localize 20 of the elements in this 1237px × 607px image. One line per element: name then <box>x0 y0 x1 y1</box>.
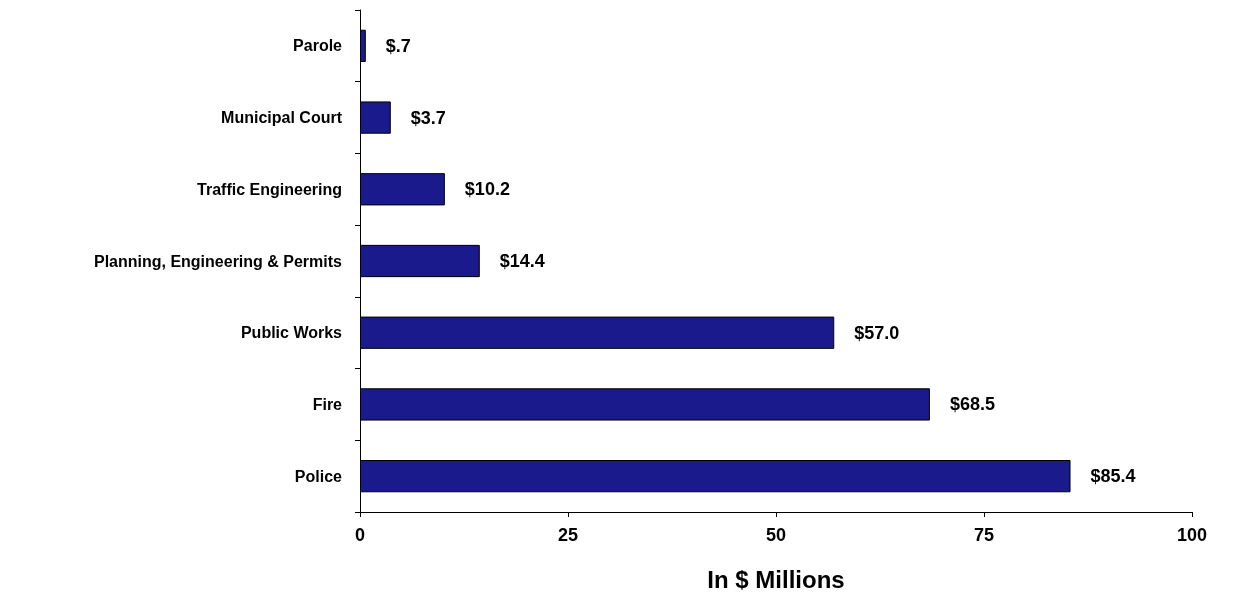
data-label: $10.2 <box>464 179 510 200</box>
y-tick-label: Police <box>294 467 343 485</box>
y-tick-label: Fire <box>312 395 343 413</box>
y-tick-label: Municipal Court <box>221 109 343 127</box>
x-axis-title: In $ Millions <box>707 565 845 593</box>
y-tick-label: Traffic Engineering <box>197 180 342 198</box>
data-label: $14.4 <box>499 251 545 271</box>
data-label: $3.7 <box>410 107 446 128</box>
x-tick-label: 100 <box>1176 525 1208 545</box>
x-tick-label: 75 <box>973 525 995 545</box>
x-tick-label: 0 <box>354 525 366 545</box>
x-tick-label: 25 <box>557 525 579 545</box>
data-label: $85.4 <box>1090 466 1136 487</box>
y-tick-label: Public Works <box>240 324 343 342</box>
data-label: $57.0 <box>854 322 900 343</box>
data-label: $.7 <box>385 35 411 56</box>
x-tick-label: 50 <box>765 525 787 545</box>
data-label: $68.5 <box>949 394 995 415</box>
y-tick-label: Parole <box>293 37 343 55</box>
y-tick-label: Planning, Engineering & Permits <box>93 252 343 270</box>
